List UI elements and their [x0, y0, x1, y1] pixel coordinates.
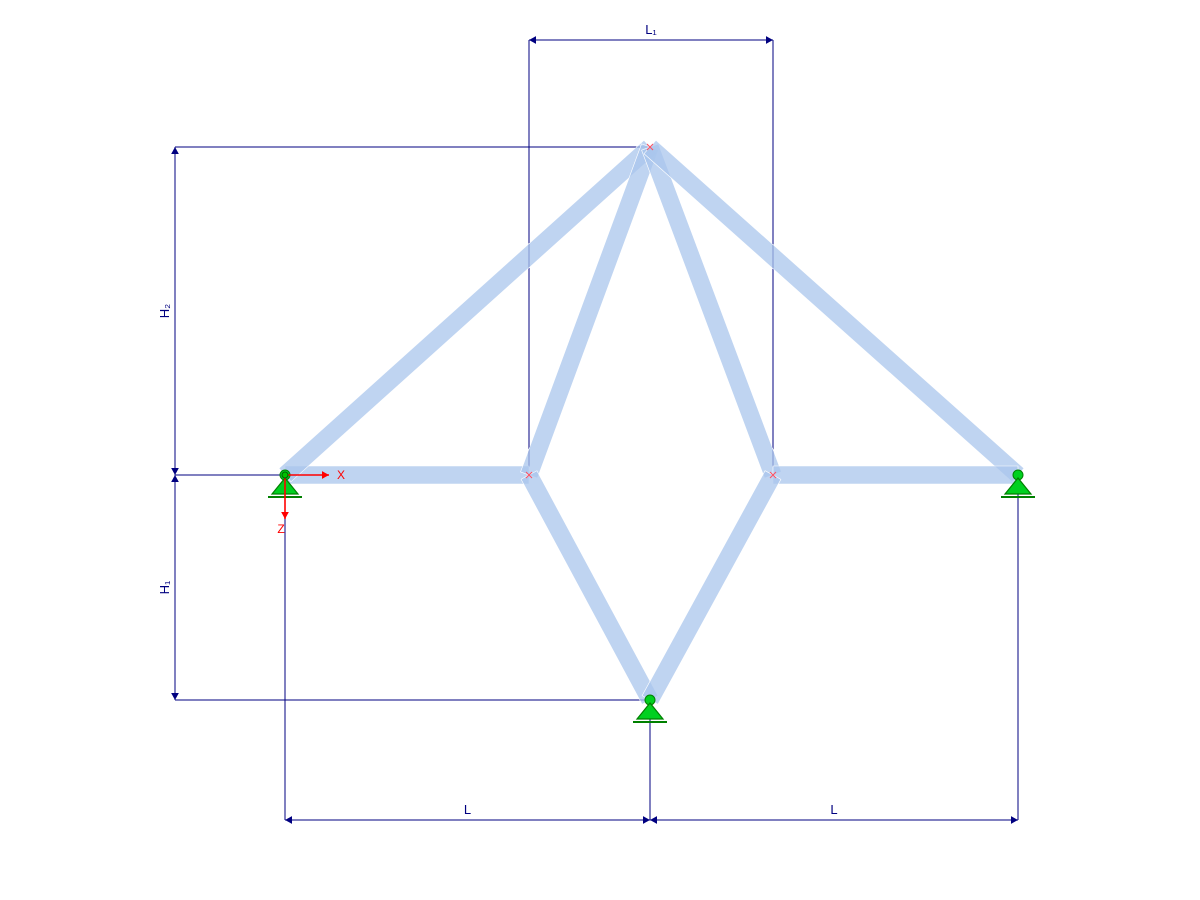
truss-member [642, 471, 781, 705]
nodes-group [282, 144, 1021, 703]
dimension-label: H₁ [157, 580, 172, 594]
dimension-arrow [529, 36, 536, 44]
origin-point [282, 472, 288, 478]
dimension-arrow [171, 693, 179, 700]
dimension-arrow [171, 475, 179, 482]
truss-member [773, 466, 1018, 484]
dimension-arrow [281, 512, 289, 519]
dimension-arrow [650, 816, 657, 824]
dimension-label: H₂ [157, 304, 172, 318]
dimension-arrow [171, 147, 179, 154]
members-group [279, 140, 1024, 704]
truss-diagram: L₁ L L H₂ H₁ X Z [0, 0, 1200, 900]
support-pin [633, 695, 667, 722]
x-axis-label: X [337, 468, 345, 482]
truss-member [644, 140, 1024, 481]
dimension-arrow [171, 468, 179, 475]
dimension-arrow [1011, 816, 1018, 824]
dimensions-group: L₁ L L H₂ H₁ [157, 22, 1018, 824]
support-triangle [637, 703, 663, 719]
dimension-arrow [766, 36, 773, 44]
dimension-label: L [464, 802, 471, 817]
dimension-label: L₁ [645, 22, 657, 37]
truss-member [279, 140, 656, 481]
dimension-arrow [643, 816, 650, 824]
truss-member [521, 471, 658, 705]
z-axis-label: Z [277, 522, 284, 536]
dimension-label: L [830, 802, 837, 817]
dimension-arrow [285, 816, 292, 824]
